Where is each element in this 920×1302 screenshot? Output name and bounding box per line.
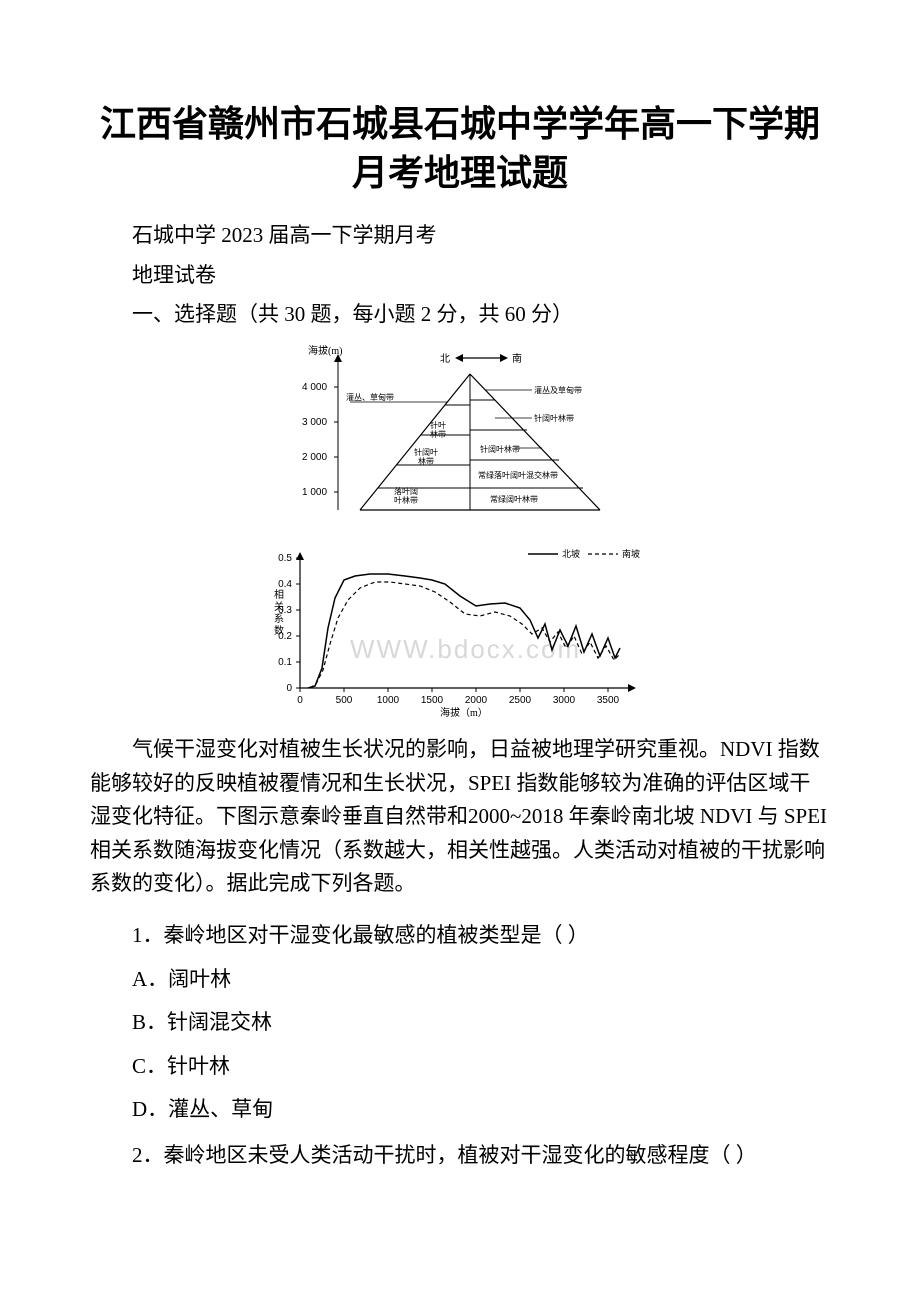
south-label: 南: [512, 352, 522, 365]
band-l3-left: 针阔叶林带: [414, 447, 438, 466]
q1-opt-b[interactable]: B．针阔混交林: [90, 1006, 830, 1040]
svg-text:2000: 2000: [465, 695, 488, 706]
title-line-2: 月考地理试题: [352, 152, 568, 193]
band-l3-right: 常绿落叶阔叶混交林带: [478, 470, 558, 480]
band-l2-right: 针阔叶林带: [534, 413, 574, 423]
north-series: [308, 574, 620, 688]
watermark: WWW.bdocx.com: [350, 634, 581, 664]
svg-text:0.4: 0.4: [278, 579, 292, 590]
chart-x-label: 海拔（m）: [440, 706, 488, 719]
chart-y-label: 相关系数: [274, 588, 284, 637]
q1-opt-c[interactable]: C．针叶林: [90, 1050, 830, 1084]
band-l2-left: 针叶林带: [430, 420, 446, 439]
svg-text:500: 500: [336, 695, 353, 706]
title-line-1: 江西省赣州市石城县石城中学学年高一下学期: [100, 103, 820, 144]
passage-text: 气候干湿变化对植被生长状况的影响，日益被地理学研究重视。NDVI 指数能够较好的…: [90, 733, 830, 901]
ytick-3000: 3 000: [302, 417, 327, 428]
svg-text:0.5: 0.5: [278, 553, 292, 564]
header-school: 石城中学 2023 届高一下学期月考: [90, 219, 830, 253]
svg-text:3500: 3500: [597, 695, 620, 706]
figure-zonation: 海拔(m) 4 000 3 000 2 000 1 000 北 南 灌丛、草甸带…: [90, 340, 830, 530]
q1-opt-d[interactable]: D．灌丛、草甸: [90, 1093, 830, 1127]
svg-text:1500: 1500: [421, 695, 444, 706]
figure-chart: WWW.bdocx.com 00.10.20.30.40.5 050010001…: [90, 538, 830, 723]
q2-stem: 2．秦岭地区未受人类活动干扰时，植被对干湿变化的敏感程度（ ）: [90, 1139, 830, 1173]
y-axis-label: 海拔(m): [308, 344, 342, 357]
band-l4-right: 常绿阔叶林带: [490, 494, 538, 504]
legend-south: 南坡: [622, 548, 640, 559]
svg-text:1000: 1000: [377, 695, 400, 706]
q1-stem: 1．秦岭地区对干湿变化最敏感的植被类型是（ ）: [90, 919, 830, 953]
band-top-right: 灌丛及草甸带: [534, 385, 582, 395]
ytick-4000: 4 000: [302, 382, 327, 393]
svg-text:0: 0: [297, 695, 303, 706]
north-label: 北: [440, 353, 450, 365]
section-label: 一、选择题（共 30 题，每小题 2 分，共 60 分）: [90, 298, 830, 332]
legend-north: 北坡: [562, 548, 580, 559]
svg-text:0.1: 0.1: [278, 657, 292, 668]
svg-text:2500: 2500: [509, 695, 532, 706]
svg-text:0: 0: [286, 683, 292, 694]
page-title: 江西省赣州市石城县石城中学学年高一下学期 月考地理试题: [90, 100, 830, 197]
svg-text:3000: 3000: [553, 695, 576, 706]
band-top-left: 灌丛、草甸带: [346, 392, 394, 402]
header-subject: 地理试卷: [90, 259, 830, 293]
q1-opt-a[interactable]: A．阔叶林: [90, 963, 830, 997]
band-l4-left: 落叶阔叶林带: [394, 486, 418, 505]
band-l3-left-inner: 针阔叶林带: [480, 444, 520, 454]
ytick-2000: 2 000: [302, 452, 327, 463]
ytick-1000: 1 000: [302, 487, 327, 498]
